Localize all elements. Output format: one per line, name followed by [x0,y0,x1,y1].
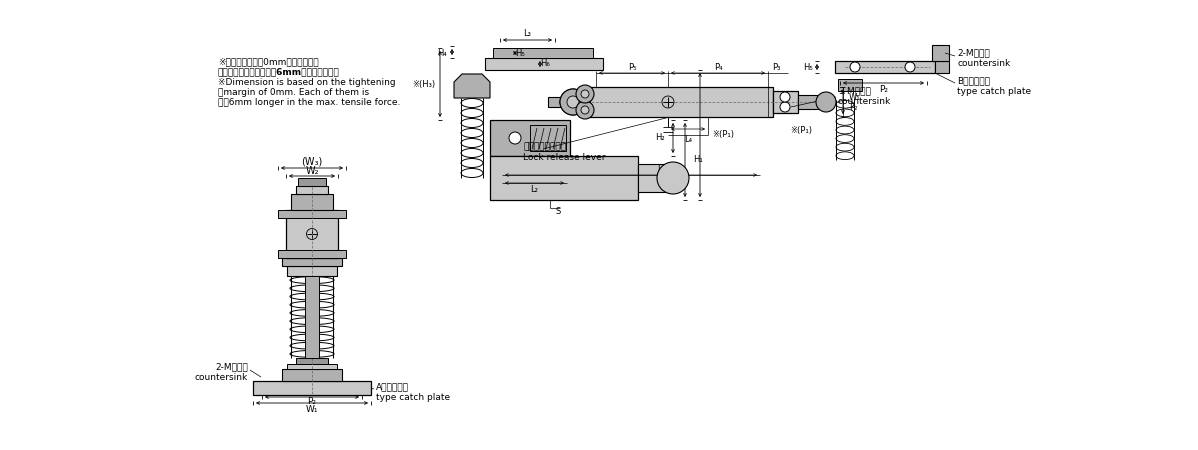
Text: L₁: L₁ [657,165,665,174]
Bar [286,210,338,258]
Text: ※(P₁): ※(P₁) [712,130,734,140]
Circle shape [780,92,789,102]
Text: ※(H₃): ※(H₃) [412,80,435,89]
Text: P₂: P₂ [308,396,316,405]
Circle shape [576,85,594,103]
Text: ※Dimension is based on the tightening: ※Dimension is based on the tightening [218,78,395,87]
Text: 2-M用皿穴: 2-M用皿穴 [957,49,990,58]
Text: L₄: L₄ [684,135,692,144]
Text: H₅: H₅ [803,63,813,72]
Bar [485,58,603,70]
Bar [296,186,328,194]
Circle shape [657,162,689,194]
Bar [298,178,326,186]
Bar [837,79,863,91]
Text: 6mm longer in the max. tensile force.: 6mm longer in the max. tensile force. [218,98,400,107]
Text: Bタイプ受金: Bタイプ受金 [957,76,990,86]
Bar [494,48,593,58]
Text: (W₃): (W₃) [302,157,322,167]
Text: H₁: H₁ [692,156,703,165]
Bar [773,91,798,113]
Bar [253,381,371,395]
Circle shape [851,62,860,72]
Text: ※(P₁): ※(P₁) [789,126,812,135]
Bar [588,87,773,117]
Text: H₂: H₂ [655,134,665,143]
Circle shape [780,102,789,112]
Text: 最大張力時はそれぞれ6mm長くなります。: 最大張力時はそれぞれ6mm長くなります。 [218,67,340,76]
Text: H₄: H₄ [437,49,447,58]
Text: W₁: W₁ [849,93,860,102]
Text: type catch plate: type catch plate [376,392,450,401]
Bar [932,45,949,61]
Circle shape [576,101,594,119]
Bar [282,258,341,266]
Bar [490,156,639,200]
Text: countersink: countersink [957,58,1010,68]
Circle shape [581,106,589,114]
Text: L₃: L₃ [524,30,532,39]
Text: countersink: countersink [195,373,248,382]
Bar [798,95,819,109]
Text: W₂: W₂ [305,166,319,176]
Circle shape [581,90,589,98]
Bar [530,125,565,151]
Text: Lock release lever: Lock release lever [524,153,605,162]
Text: P₃: P₃ [772,63,780,72]
Text: countersink: countersink [837,96,891,105]
Circle shape [559,89,586,115]
Circle shape [567,96,579,108]
Text: ロック解除レバー: ロック解除レバー [524,143,565,152]
Text: H₅: H₅ [515,49,525,58]
Bar [278,210,346,218]
Text: P₅: P₅ [628,63,636,72]
Bar [547,97,589,107]
Bar [278,250,346,258]
Polygon shape [454,74,490,98]
Text: P₄: P₄ [714,63,722,72]
Bar [288,364,337,369]
Text: W₁: W₁ [305,405,319,414]
Bar [490,120,570,156]
Text: Aタイプ受金: Aタイプ受金 [376,382,409,392]
Text: L₂: L₂ [531,185,538,194]
Circle shape [567,96,579,108]
Circle shape [816,92,836,112]
Bar [296,358,328,364]
Bar [291,194,333,210]
Bar [305,276,319,358]
Bar [639,164,668,192]
Text: ※印の寸法は締代0mmの場合です。: ※印の寸法は締代0mmの場合です。 [218,57,319,66]
Text: type catch plate: type catch plate [957,86,1031,95]
Text: H₆: H₆ [540,59,550,68]
Text: S: S [556,207,561,216]
Text: 3-M用皿穴: 3-M用皿穴 [837,86,871,95]
Circle shape [559,89,586,115]
Bar [288,266,337,276]
Bar [934,61,949,73]
Text: 2-M用皿穴: 2-M用皿穴 [216,363,248,372]
Text: P₂: P₂ [849,104,858,112]
Circle shape [904,62,915,72]
Bar [835,61,934,73]
Text: margin of 0mm. Each of them is: margin of 0mm. Each of them is [218,88,369,97]
Text: P₂: P₂ [879,85,888,94]
Circle shape [509,132,521,144]
Bar [282,369,341,381]
